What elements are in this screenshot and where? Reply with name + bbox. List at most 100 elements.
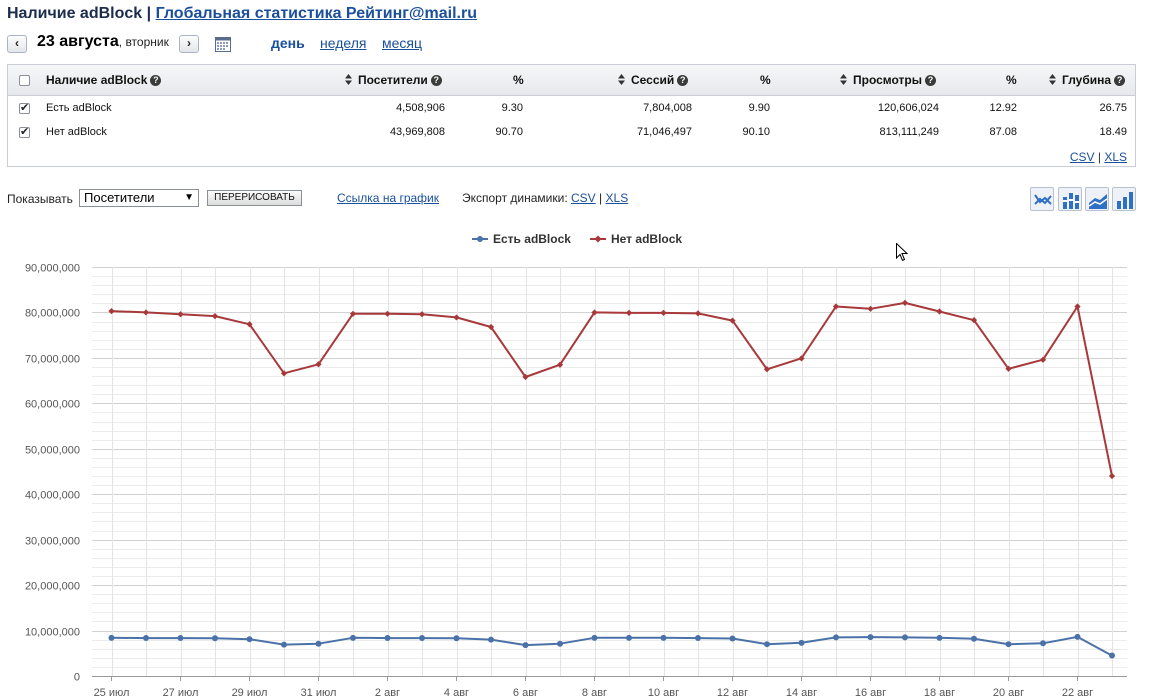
sort-icon bbox=[840, 74, 847, 85]
chart-link[interactable]: Ссылка на график bbox=[337, 191, 439, 205]
data-point bbox=[177, 635, 184, 642]
data-point bbox=[695, 635, 701, 642]
y-tick-label: 20,000,000 bbox=[25, 581, 80, 593]
x-tick-label: 16 авг bbox=[855, 687, 886, 699]
column-header-views-pct[interactable]: % bbox=[1006, 73, 1017, 87]
column-header-visitors[interactable]: Посетители? bbox=[345, 73, 442, 87]
show-label: Показывать bbox=[7, 192, 73, 206]
column-header-visitors-pct[interactable]: % bbox=[513, 73, 524, 87]
y-tick-label: 70,000,000 bbox=[25, 354, 80, 366]
views-value: 120,606,024 bbox=[877, 102, 939, 114]
dynamics-export-xls-link[interactable]: XLS bbox=[605, 191, 629, 205]
data-point bbox=[211, 312, 219, 320]
help-icon[interactable]: ? bbox=[677, 75, 689, 86]
x-tick-label: 6 авг bbox=[513, 687, 538, 699]
metric-select[interactable]: Посетители ▼ bbox=[79, 189, 199, 207]
column-header-adblock[interactable]: Наличие adBlock? bbox=[46, 73, 162, 87]
chart-controls: Показывать Посетители ▼ ПЕРЕРИСОВАТЬ Ссы… bbox=[7, 187, 1137, 211]
data-point bbox=[902, 634, 908, 641]
data-point bbox=[1005, 641, 1012, 648]
depth-value: 18.49 bbox=[1099, 126, 1127, 138]
data-point bbox=[1108, 472, 1116, 480]
period-month-tab[interactable]: месяц bbox=[382, 35, 423, 51]
help-icon[interactable]: ? bbox=[1114, 75, 1126, 86]
visitors-value: 4,508,906 bbox=[396, 102, 445, 114]
chevron-right-icon: › bbox=[187, 36, 191, 50]
x-tick-label: 31 июл bbox=[301, 687, 337, 699]
y-tick-label: 90,000,000 bbox=[25, 263, 80, 275]
period-week-tab[interactable]: неделя bbox=[320, 35, 367, 51]
table-export-links: CSV | XLS bbox=[1070, 150, 1127, 164]
table-export-xls-link[interactable]: XLS bbox=[1104, 150, 1127, 164]
sessions-value: 7,804,008 bbox=[643, 102, 692, 114]
dynamics-export-csv-link[interactable]: CSV bbox=[571, 191, 596, 205]
help-icon[interactable]: ? bbox=[925, 75, 937, 86]
data-point bbox=[419, 635, 425, 642]
x-tick-label: 27 июл bbox=[163, 687, 199, 699]
data-point bbox=[625, 309, 633, 317]
data-point bbox=[1039, 356, 1047, 363]
x-tick-label: 10 авг bbox=[648, 687, 679, 699]
row-checkbox[interactable] bbox=[19, 125, 30, 138]
legend-label: Нет adBlock bbox=[611, 232, 682, 246]
visitors-pct-value: 90.70 bbox=[495, 126, 523, 138]
data-point bbox=[901, 299, 909, 307]
data-point bbox=[488, 636, 494, 643]
page-title: Наличие adBlock | Глобальная статистика … bbox=[7, 5, 477, 23]
x-tick-label: 22 авг bbox=[1062, 687, 1093, 699]
bar-chart-button[interactable] bbox=[1112, 187, 1136, 211]
data-point bbox=[660, 309, 667, 317]
global-stats-link[interactable]: Глобальная статистика Рейтинг@mail.ru bbox=[155, 5, 477, 22]
data-point bbox=[798, 639, 805, 646]
line-chart: 0 10,000,000 20,000,000 30,000,000 40,000,00… bbox=[25, 232, 1127, 699]
data-point bbox=[694, 310, 702, 317]
chevron-left-icon: ‹ bbox=[15, 36, 19, 50]
dropdown-arrow-icon: ▼ bbox=[184, 192, 194, 203]
y-tick-label: 60,000,000 bbox=[25, 399, 80, 411]
data-point bbox=[246, 636, 253, 643]
x-tick-label: 8 авг bbox=[582, 687, 607, 699]
line-chart-icon bbox=[1034, 194, 1052, 205]
sort-icon bbox=[345, 74, 352, 85]
line-chart-button[interactable] bbox=[1030, 187, 1054, 211]
column-header-depth[interactable]: Глубина? bbox=[1049, 73, 1126, 87]
data-point bbox=[350, 634, 356, 641]
sessions-pct-value: 90.10 bbox=[742, 126, 770, 138]
data-point bbox=[108, 634, 115, 641]
row-checkbox[interactable] bbox=[19, 101, 30, 114]
help-icon[interactable]: ? bbox=[150, 75, 162, 86]
table-export-csv-link[interactable]: CSV bbox=[1069, 150, 1095, 164]
column-header-sessions[interactable]: Сессий? bbox=[618, 73, 689, 87]
data-point bbox=[453, 314, 460, 321]
y-tick-label: 50,000,000 bbox=[25, 445, 80, 457]
row-label: Есть adBlock bbox=[46, 102, 112, 114]
period-day-tab[interactable]: день bbox=[271, 35, 305, 51]
x-tick-label: 25 июл bbox=[94, 687, 130, 699]
report-title: Наличие adBlock bbox=[7, 5, 143, 22]
sort-icon bbox=[618, 74, 625, 85]
stacked-bar-chart-button[interactable] bbox=[1058, 187, 1082, 211]
column-header-sessions-pct[interactable]: % bbox=[760, 73, 771, 87]
metric-select-value: Посетители bbox=[84, 190, 155, 205]
next-day-button[interactable]: › bbox=[179, 35, 199, 53]
legend-marker bbox=[594, 235, 602, 243]
prev-day-button[interactable]: ‹ bbox=[7, 35, 27, 53]
redraw-button[interactable]: ПЕРЕРИСОВАТЬ bbox=[207, 190, 302, 206]
calendar-icon[interactable] bbox=[215, 36, 231, 52]
depth-value: 26.75 bbox=[1099, 102, 1127, 114]
area-chart-button[interactable] bbox=[1085, 187, 1109, 211]
dynamics-export: Экспорт динамики: CSV | XLS bbox=[462, 191, 628, 205]
column-header-views[interactable]: Просмотры? bbox=[840, 73, 937, 87]
select-all-checkbox[interactable] bbox=[19, 75, 30, 86]
x-tick-label: 4 авг bbox=[444, 687, 469, 699]
sessions-value: 71,046,497 bbox=[636, 126, 692, 138]
data-point bbox=[212, 635, 218, 642]
legend-marker bbox=[477, 236, 483, 242]
views-pct-value: 12.92 bbox=[989, 102, 1017, 114]
help-icon[interactable]: ? bbox=[430, 75, 442, 86]
mouse-cursor-icon bbox=[896, 243, 908, 262]
stacked-bar-chart-icon bbox=[1063, 193, 1079, 209]
y-tick-label: 40,000,000 bbox=[25, 490, 80, 502]
x-tick-label: 2 авг bbox=[375, 687, 400, 699]
export-separator: | bbox=[1097, 150, 1101, 164]
